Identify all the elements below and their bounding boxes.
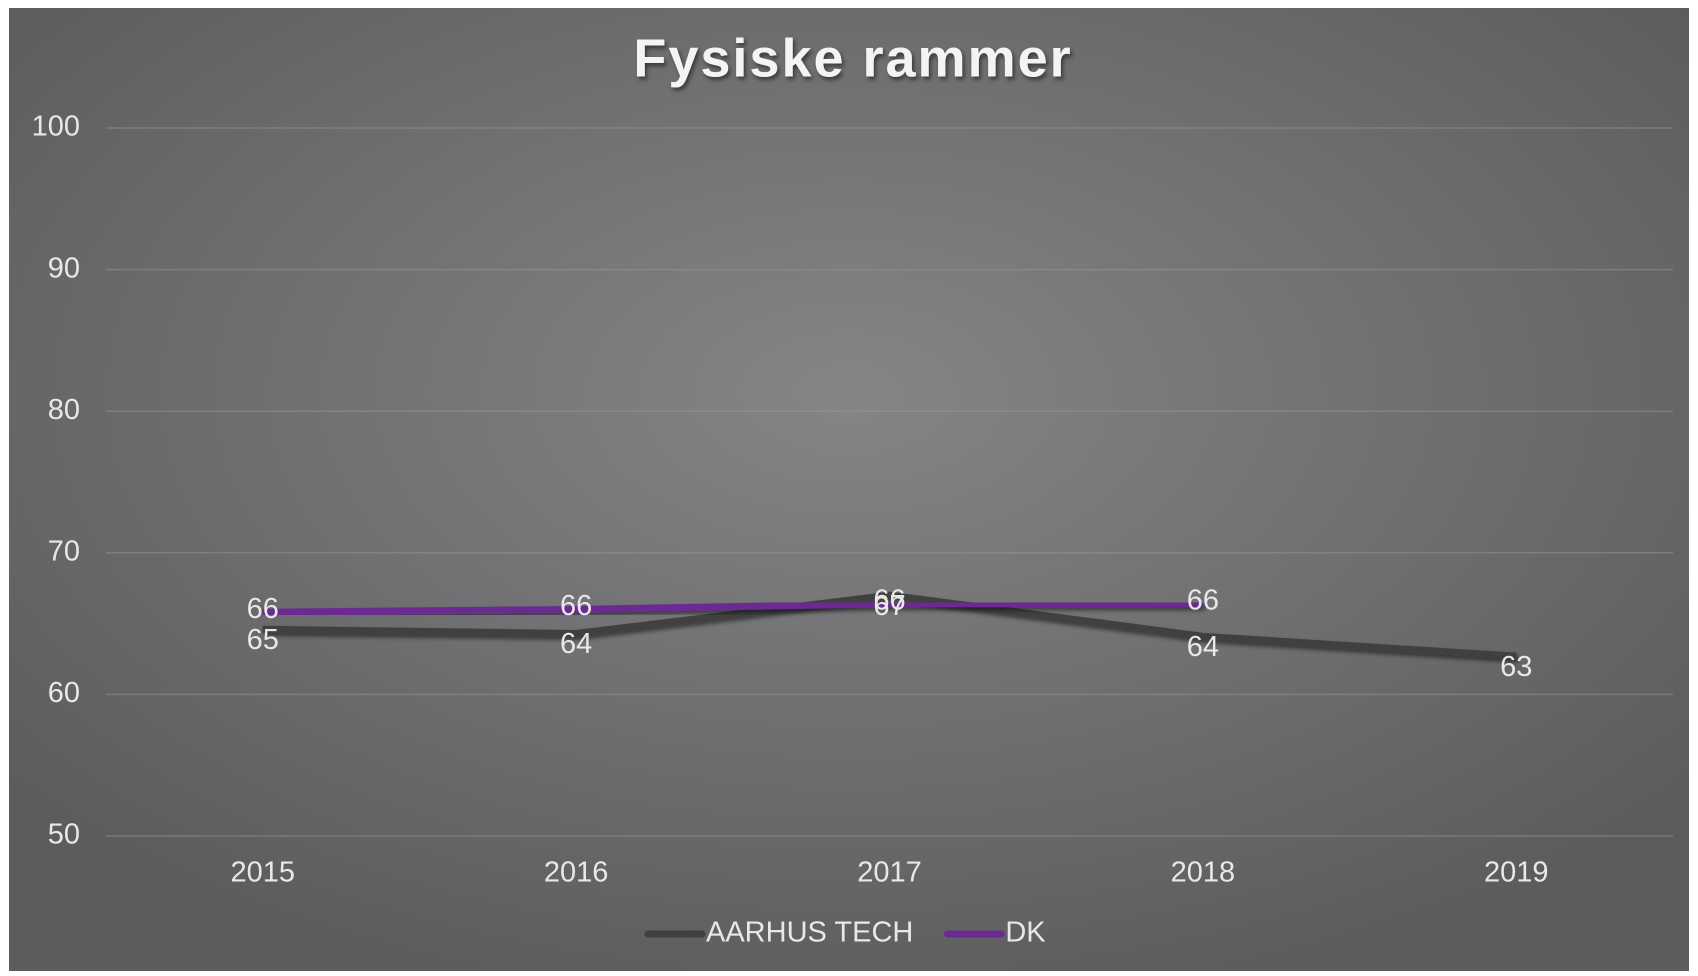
- x-tick-label: 2018: [1171, 857, 1236, 889]
- data-label: 66: [873, 584, 905, 616]
- y-tick-label: 80: [48, 394, 80, 426]
- data-label: 65: [247, 624, 279, 656]
- data-label: 66: [247, 593, 279, 625]
- x-tick-label: 2017: [857, 857, 922, 889]
- data-label: 67: [873, 590, 905, 622]
- y-tick-label: 100: [32, 111, 80, 143]
- data-label: 63: [1500, 651, 1532, 683]
- data-label: 64: [560, 628, 592, 660]
- chart-title: Fysiske rammer: [633, 28, 1072, 88]
- y-tick-label: 50: [48, 819, 80, 851]
- chart-background: [9, 8, 1689, 971]
- legend-label: DK: [1005, 917, 1046, 949]
- series-line: [262, 591, 1517, 660]
- x-tick-label: 2016: [544, 857, 609, 889]
- series-line: [262, 600, 1203, 616]
- y-tick-label: 70: [48, 535, 80, 567]
- data-label: 64: [1187, 631, 1219, 663]
- y-tick-label: 60: [48, 677, 80, 709]
- data-label: 66: [560, 590, 592, 622]
- x-tick-label: 2019: [1484, 857, 1549, 889]
- data-label: 66: [1187, 584, 1219, 616]
- x-tick-label: 2015: [230, 857, 295, 889]
- legend-label: AARHUS TECH: [706, 917, 913, 949]
- y-tick-label: 90: [48, 252, 80, 284]
